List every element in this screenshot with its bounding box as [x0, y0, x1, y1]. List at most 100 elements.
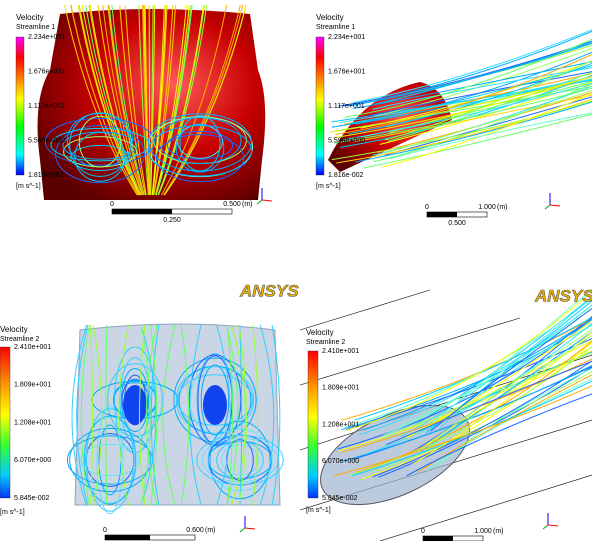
axis-x	[549, 204, 561, 207]
streamline	[107, 363, 163, 437]
scale-bar	[427, 212, 457, 217]
streamline	[118, 324, 130, 506]
streamline	[354, 101, 592, 163]
streamline	[148, 4, 151, 196]
colorbar-label: 1.676e+001	[28, 68, 65, 75]
streamline	[196, 434, 284, 486]
colorbar-label: 5.845e-002	[322, 495, 358, 502]
colorbar-label: 2.234e+001	[328, 34, 365, 41]
axis-y	[542, 524, 549, 530]
colorbar-label: 5.596e+000	[328, 137, 365, 144]
streamline	[145, 324, 158, 506]
scale-label: 1.000	[474, 528, 492, 535]
streamline	[216, 324, 231, 506]
streamline	[231, 324, 247, 506]
ansys-logo: ANSYS	[534, 286, 592, 305]
streamline	[382, 93, 592, 168]
streamline	[80, 324, 90, 506]
streamline	[175, 123, 225, 173]
legend-title: Velocity	[0, 325, 28, 334]
unit-label: [m s^-1]	[316, 183, 341, 190]
vortex-core	[123, 385, 147, 425]
streamline	[239, 324, 243, 506]
streamline	[259, 324, 275, 506]
streamline	[342, 82, 592, 141]
streamline	[150, 324, 158, 506]
streamline	[361, 342, 592, 480]
streamline	[153, 4, 177, 196]
streamline	[64, 4, 138, 196]
streamline	[335, 53, 592, 135]
streamline	[331, 100, 592, 161]
scale-unit: (m)	[242, 201, 253, 208]
streamline	[144, 4, 150, 196]
streamline	[138, 324, 146, 506]
scale-bar	[112, 209, 172, 214]
streamline	[337, 316, 592, 450]
streamline	[363, 113, 592, 169]
colorbar-label: 6.070e+000	[322, 458, 359, 465]
legend-title: Velocity	[16, 13, 44, 22]
scale-label: 0	[421, 528, 425, 535]
streamline	[97, 4, 143, 196]
ansys-logo: ANSYS	[239, 281, 299, 300]
scale-unit: (m)	[493, 528, 504, 535]
scale-bar	[105, 535, 150, 540]
streamline	[333, 87, 592, 144]
scale-label: 0.250	[163, 217, 181, 224]
streamline	[155, 4, 193, 196]
streamline	[372, 371, 592, 473]
scale-unit: (m)	[205, 527, 216, 534]
streamline	[74, 132, 126, 182]
scale-label: 0.500	[223, 201, 241, 208]
streamline	[196, 353, 234, 447]
streamline	[102, 4, 144, 196]
panel: Velocity Streamline 1 2.234e+001 1.676e+001…	[315, 13, 561, 227]
colorbar-label: 1.208e+001	[14, 419, 51, 426]
streamline	[338, 40, 592, 107]
colorbar-label: 2.410e+001	[14, 344, 51, 351]
streamline	[155, 4, 190, 196]
colorbar-label: 5.845e-002	[14, 495, 50, 502]
streamline	[96, 405, 124, 515]
streamline	[69, 427, 151, 493]
scale-label: 0.500	[448, 220, 466, 227]
streamline	[353, 94, 592, 143]
scale-bar	[423, 536, 453, 541]
streamline	[343, 297, 592, 428]
car-body	[37, 9, 266, 200]
streamline	[88, 4, 142, 196]
streamline	[341, 365, 592, 463]
streamline	[385, 90, 592, 154]
streamline	[154, 4, 187, 196]
streamline	[163, 4, 247, 196]
car-body	[320, 404, 470, 506]
streamline	[140, 324, 157, 506]
streamline	[85, 4, 141, 196]
scale-unit: (m)	[497, 204, 508, 211]
streamline	[406, 393, 592, 477]
axis-y	[239, 527, 246, 533]
streamline	[155, 134, 245, 183]
streamline	[78, 4, 140, 196]
streamline	[177, 374, 253, 426]
streamline	[364, 323, 592, 455]
axis-y	[256, 199, 263, 205]
streamline	[252, 324, 259, 506]
streamline	[374, 48, 592, 117]
scale-label: 0	[425, 204, 429, 211]
streamline	[157, 4, 205, 196]
streamline	[342, 30, 592, 107]
streamline	[44, 117, 156, 166]
streamline	[120, 367, 150, 433]
scale-label: 1.000	[478, 204, 496, 211]
vortex-core	[203, 385, 227, 425]
streamline	[336, 98, 592, 164]
streamline	[69, 112, 131, 177]
streamline	[341, 318, 592, 421]
streamline	[158, 117, 242, 165]
streamline	[355, 340, 592, 473]
streamline	[216, 440, 264, 480]
